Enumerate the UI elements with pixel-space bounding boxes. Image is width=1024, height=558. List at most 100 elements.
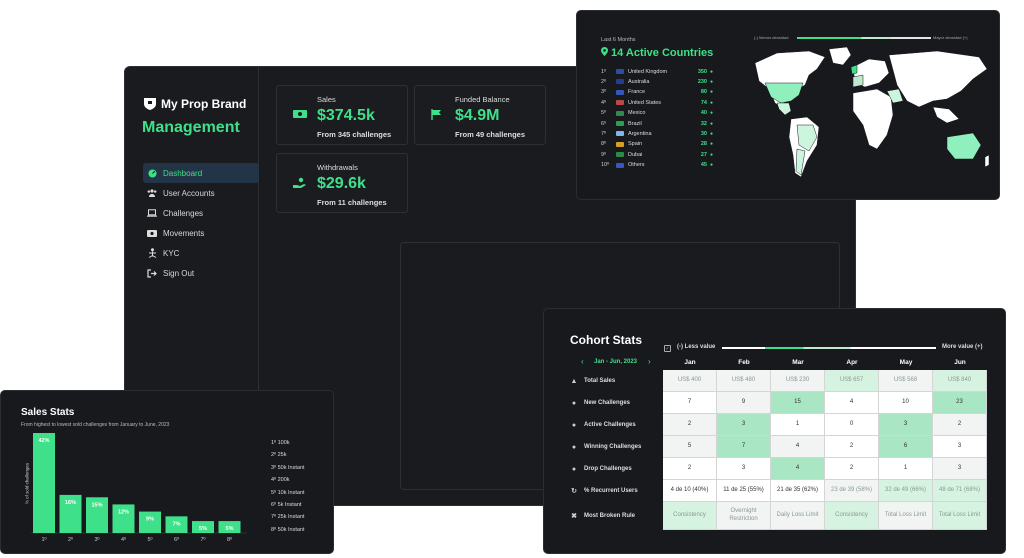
value-legend-bar — [722, 347, 936, 349]
cohort-cell: 4 — [825, 392, 879, 414]
nav-item-movements[interactable]: Movements — [143, 223, 259, 243]
cohort-cell: 2 — [825, 458, 879, 480]
density-more-label: Mayor densidad (+) — [933, 35, 968, 40]
map-middle-east[interactable] — [886, 88, 904, 104]
x-tick-label: 8º — [227, 536, 232, 543]
cohort-cell: Daily Loss Limit — [771, 502, 825, 530]
user-icon: ● — [709, 120, 713, 127]
legend-item: 1º 100k — [271, 440, 290, 446]
country-name: United States — [628, 99, 662, 106]
map-asia[interactable] — [888, 50, 988, 108]
country-row[interactable]: 3º France 80 ● — [601, 88, 713, 97]
sales-stats-title: Sales Stats — [21, 407, 75, 418]
bar[interactable] — [86, 497, 108, 533]
nav-item-kyc[interactable]: KYC — [143, 243, 259, 263]
map-australia[interactable] — [946, 132, 982, 160]
sales-stats-subtitle: From highest to lowest sold challenges f… — [21, 422, 170, 428]
bar-value-label: 5% — [226, 526, 234, 532]
user-icon: ● — [709, 141, 713, 148]
map-brazil[interactable] — [796, 124, 818, 152]
map-nz[interactable] — [984, 154, 990, 168]
previous-period-button[interactable]: ‹ — [581, 357, 584, 366]
countries-title: 14 Active Countries — [601, 47, 713, 59]
legend-item: 8º 50k Instant — [271, 526, 305, 533]
bar[interactable] — [59, 494, 82, 533]
map-usa[interactable] — [764, 82, 804, 104]
x-tick-label: 5º — [147, 536, 152, 543]
less-value-checkbox[interactable]: ✓ — [664, 345, 671, 352]
cohort-cell: 0 — [825, 414, 879, 436]
bar[interactable] — [33, 433, 55, 533]
cohort-cell: 11 de 25 (55%) — [717, 480, 771, 502]
cohort-row-label-text: Winning Challenges — [584, 444, 642, 450]
country-flag-icon — [616, 141, 624, 147]
nav-label: KYC — [163, 248, 180, 258]
country-row[interactable]: 5º Mexico 40 ● — [601, 109, 713, 118]
country-row[interactable]: 4º United States 74 ● — [601, 98, 713, 107]
bar[interactable] — [218, 521, 241, 533]
withdrawals-stat-card: Withdrawals $29.6k From 11 challenges — [276, 153, 408, 213]
map-argentina[interactable] — [795, 148, 806, 176]
cohort-cell: US$ 657 — [825, 370, 879, 392]
map-mexico[interactable] — [776, 102, 792, 116]
bar[interactable] — [192, 521, 214, 533]
nav-item-sign-out[interactable]: Sign Out — [143, 263, 259, 283]
cohort-row-label: ✖ Most Broken Rule — [570, 502, 665, 530]
country-row[interactable]: 6º Brazil 32 ● — [601, 119, 713, 128]
country-rank: 3º — [601, 89, 607, 96]
bar[interactable] — [139, 511, 161, 533]
cohort-cell: 9 — [717, 392, 771, 414]
flag-icon — [431, 109, 445, 121]
cohort-cell: 6 — [879, 436, 933, 458]
cohort-row-label-text: Total Sales — [584, 378, 616, 384]
cohort-row-label: ● Winning Challenges — [570, 436, 665, 458]
brand-name: My Prop Brand — [161, 97, 247, 111]
month-header: Jan — [684, 359, 696, 366]
nav-item-dashboard[interactable]: Dashboard — [143, 163, 259, 183]
cohort-cell: 15 — [771, 392, 825, 414]
cohort-cell: Total Loss Limit — [879, 502, 933, 530]
nav-label: Challenges — [163, 208, 204, 218]
country-flag-icon — [616, 69, 624, 74]
map-france-spain[interactable] — [852, 74, 864, 88]
country-row[interactable]: 7º Argentina 30 ● — [601, 129, 713, 138]
nav-item-challenges[interactable]: Challenges — [143, 203, 259, 223]
country-name: Argentina — [628, 130, 652, 137]
user-icon: ● — [709, 99, 713, 106]
legend-item: 2º 25k — [271, 452, 287, 459]
world-map[interactable] — [747, 45, 995, 195]
month-header: Jun — [954, 359, 966, 366]
y-axis-label: % of sold challenges — [24, 462, 30, 505]
bar[interactable] — [165, 516, 188, 533]
legend-item: 3º 50k Instant — [271, 464, 305, 471]
country-flag-icon — [616, 121, 624, 126]
cohort-cell: 4 — [771, 458, 825, 480]
map-greenland[interactable] — [828, 46, 852, 66]
x-tick-label: 4º — [121, 536, 126, 543]
next-period-button[interactable]: › — [648, 357, 651, 366]
month-header: Apr — [846, 359, 858, 366]
country-row[interactable]: 9º Dubai 27 ● — [601, 150, 713, 159]
month-header: Mar — [792, 359, 804, 366]
sign-out-icon — [147, 268, 157, 278]
country-row[interactable]: 2º Australia 230 ● — [601, 77, 713, 86]
sales-sub: From 345 challenges — [317, 130, 392, 139]
map-africa[interactable] — [852, 88, 894, 150]
cash-icon — [293, 109, 307, 121]
x-tick-label: 2º — [68, 536, 73, 543]
cohort-row-label-text: New Challenges — [584, 400, 631, 406]
country-row[interactable]: 1º United Kingdom 350 ● — [601, 67, 713, 76]
cohort-row-label: ● Active Challenges — [570, 414, 665, 436]
map-southeast-asia[interactable] — [932, 106, 960, 124]
funded-value: $4.9M — [455, 107, 500, 124]
country-row[interactable]: 10º Others 45 ● — [601, 161, 713, 170]
cohort-cell: 1 — [879, 458, 933, 480]
country-row[interactable]: 8º Spain 28 ● — [601, 140, 713, 149]
brand-logo[interactable]: My Prop Brand — [143, 97, 246, 111]
map-uk[interactable] — [850, 64, 858, 75]
bar[interactable] — [112, 504, 135, 533]
nav-item-user-accounts[interactable]: User Accounts — [143, 183, 259, 203]
user-icon: ● — [709, 89, 713, 96]
user-icon: ● — [709, 151, 713, 158]
country-rank: 2º — [601, 78, 607, 85]
